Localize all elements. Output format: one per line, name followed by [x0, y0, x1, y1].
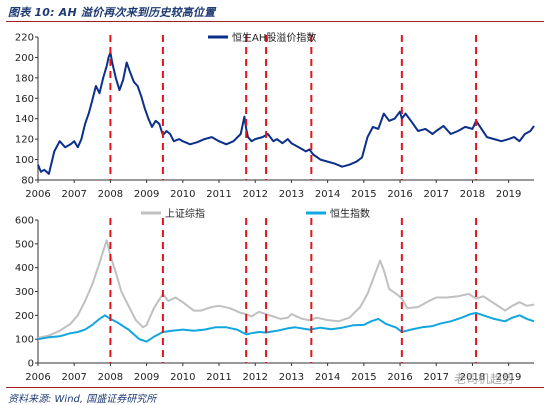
- panel-1-x-tick-label: 2013: [279, 189, 304, 200]
- panel-2-x-tick-label: 2017: [424, 372, 449, 383]
- panel-2-x-tick-label: 2013: [279, 372, 304, 383]
- panel-1-x-tick-label: 2008: [98, 189, 123, 200]
- panel-2-x-tick-label: 2018: [460, 372, 485, 383]
- panel-1-x-tick-label: 2010: [170, 189, 195, 200]
- panel-1-x-tick-label: 2019: [496, 189, 521, 200]
- panel-1-x-tick-label: 2009: [134, 189, 159, 200]
- panel-2-x-tick-label: 2011: [206, 372, 231, 383]
- source-note: 资料来源: Wind, 国盛证券研究所: [8, 394, 157, 405]
- panel-1-x-tick-label: 2006: [25, 189, 50, 200]
- panel-1-series-1-line: [37, 51, 535, 175]
- panel-2-x-tick-label: 2019: [496, 372, 521, 383]
- panel-1-x-tick-label: 2014: [315, 189, 340, 200]
- panel-2-x-tick-label: 2010: [170, 372, 195, 383]
- panel-2-x-tick-label: 2006: [25, 372, 50, 383]
- panel-2-x-tick-label: 2008: [98, 372, 123, 383]
- panel-1-y-tick-label: 140: [15, 114, 34, 125]
- legend-label-ah: 恒生AH股溢价指数: [232, 31, 316, 44]
- panel-1-x-tick-label: 2011: [206, 189, 231, 200]
- legend-label-hsi: 恒生指数: [330, 207, 370, 220]
- panel-1-y-tick-label: 180: [15, 73, 34, 84]
- source-divider: [6, 387, 544, 388]
- panel-1-x-tick-label: 2018: [460, 189, 485, 200]
- legend-label-sse: 上证综指: [165, 207, 205, 220]
- panel-2-y-tick-label: 300: [15, 287, 34, 298]
- panel-2-series-2-line: [37, 311, 535, 343]
- panel-1-y-tick-label: 80: [21, 176, 34, 187]
- panel-2-y-tick-label: 600: [15, 216, 34, 227]
- panel-2-x-tick-label: 2015: [351, 372, 376, 383]
- title-divider: [6, 21, 544, 22]
- figure-title: 图表 10: AH 溢价再次来到历史较高位置: [8, 6, 216, 19]
- panel-2-series-1-line: [37, 239, 535, 339]
- panel-2-y-tick-label: 100: [15, 335, 34, 346]
- panel-2-y-tick-label: 400: [15, 263, 34, 274]
- panel-2-x-tick-label: 2014: [315, 372, 340, 383]
- panel-2-y-tick-label: 0: [28, 359, 34, 370]
- panel-2-y-tick-label: 500: [15, 239, 34, 250]
- panel-1-y-tick-label: 120: [15, 135, 34, 146]
- panel-1-x-tick-label: 2016: [387, 189, 412, 200]
- panel-1-y-tick-label: 160: [15, 94, 34, 105]
- panel-1-x-tick-label: 2007: [61, 189, 86, 200]
- watermark-text: 老司机趋势: [454, 372, 515, 386]
- panel-1-x-tick-label: 2017: [424, 189, 449, 200]
- panel-1-y-tick-label: 100: [15, 155, 34, 166]
- panel-1-y-tick-label: 200: [15, 53, 34, 64]
- panel-1-y-tick-label: 220: [15, 33, 34, 44]
- panel-2-x-tick-label: 2012: [242, 372, 267, 383]
- panel-1-x-tick-label: 2015: [351, 189, 376, 200]
- panel-1-x-tick-label: 2012: [242, 189, 267, 200]
- panel-2-x-tick-label: 2007: [61, 372, 86, 383]
- panel-2-x-tick-label: 2016: [387, 372, 412, 383]
- panel-2-x-tick-label: 2009: [134, 372, 159, 383]
- panel-2-y-tick-label: 200: [15, 311, 34, 322]
